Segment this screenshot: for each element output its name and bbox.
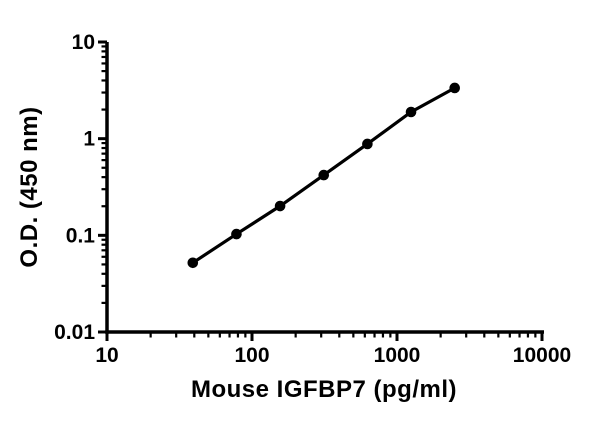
x-tick-label: 100 [234,344,269,367]
y-axis-title: O.D. (450 nm) [16,106,43,267]
y-tick-label: 10 [72,31,95,54]
axis-lines [105,42,544,334]
axis-ticks [98,40,544,341]
data-point [362,138,373,150]
y-tick-label: 0.01 [54,321,95,344]
data-point [187,257,199,269]
tick-labels: 10 100 1000 10000 10 1 0.1 0.01 [54,31,571,367]
data-point [318,169,330,181]
data-point [274,200,286,212]
data-point [405,106,417,118]
y-tick-label: 0.1 [66,224,96,247]
data-point [231,228,242,240]
x-tick-label: 10 [95,344,118,367]
x-tick-label: 10000 [513,344,571,367]
data-point [449,82,461,94]
y-tick-label: 1 [83,128,95,151]
x-axis-title: Mouse IGFBP7 (pg/ml) [191,376,457,403]
data-series [187,82,461,269]
x-tick-label: 1000 [374,344,421,367]
